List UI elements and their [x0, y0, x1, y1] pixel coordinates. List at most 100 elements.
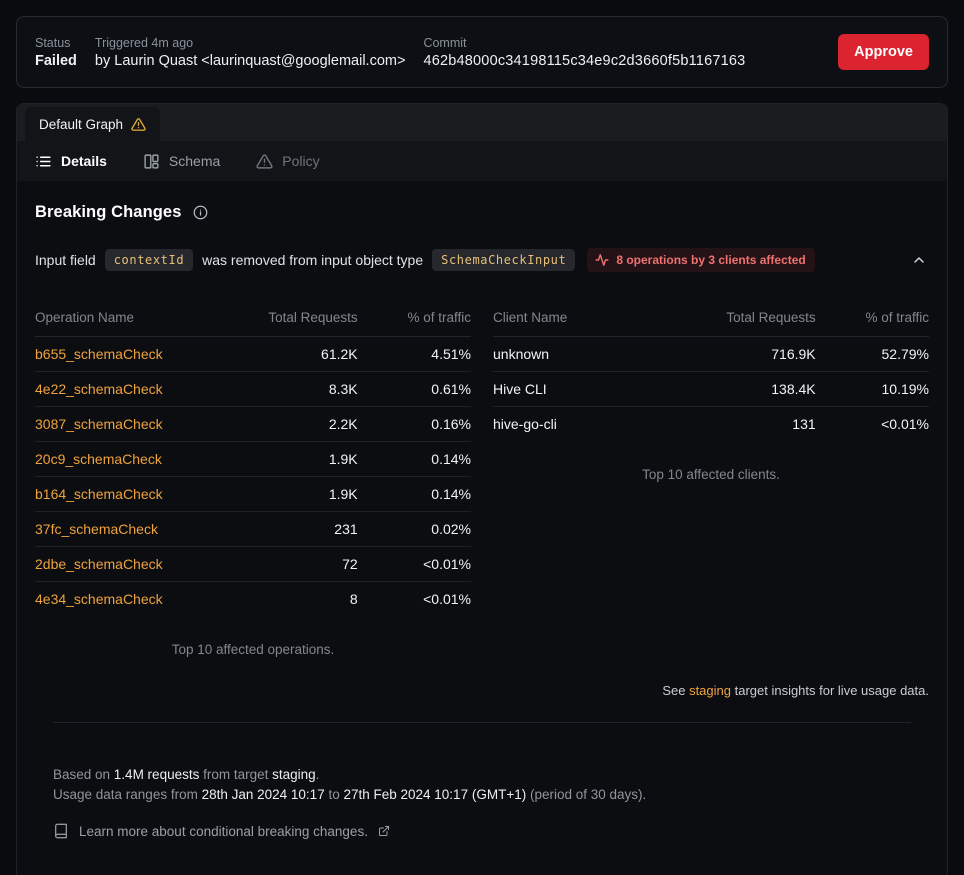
- commit-hash: 462b48000c34198115c34e9c2d3660f5b1167163: [423, 52, 746, 69]
- operation-requests: 8: [349, 591, 358, 607]
- change-field-code: contextId: [104, 249, 194, 271]
- change-text-prefix: Input field: [35, 252, 96, 268]
- col-total-requests: Total Requests: [726, 310, 816, 325]
- details-content: Breaking Changes Input field contextId w…: [17, 181, 947, 839]
- operation-requests: 2.2K: [328, 416, 358, 432]
- triggered-label: Triggered 4m ago: [94, 35, 194, 50]
- list-icon: [35, 153, 52, 170]
- client-name: unknown: [493, 346, 550, 362]
- book-icon: [53, 823, 69, 839]
- breaking-changes-title: Breaking Changes: [35, 203, 182, 221]
- info-circle-icon[interactable]: [193, 205, 208, 220]
- section-title-row: Breaking Changes: [35, 203, 929, 222]
- operation-link[interactable]: b655_schemaCheck: [35, 346, 163, 362]
- range-suffix: (period of 30 days).: [526, 787, 647, 802]
- check-subtabs: Details Schema Policy: [17, 141, 947, 181]
- operation-link[interactable]: 37fc_schemaCheck: [35, 521, 158, 537]
- footer-divider: [53, 722, 911, 723]
- approve-button[interactable]: Approve: [838, 34, 929, 70]
- operation-link[interactable]: 3087_schemaCheck: [35, 416, 163, 432]
- client-row: hive-go-cli 131 <0.01%: [493, 406, 929, 442]
- operation-link[interactable]: b164_schemaCheck: [35, 486, 163, 502]
- operation-traffic: <0.01%: [423, 556, 471, 572]
- range-to: to: [324, 787, 344, 802]
- graph-tab-strip: Default Graph: [17, 104, 947, 141]
- tab-details-label: Details: [61, 153, 107, 169]
- based-on-line: Based on 1.4M requests from target stagi…: [53, 765, 911, 785]
- operation-traffic: 0.14%: [431, 486, 471, 502]
- insights-prefix: See: [662, 683, 690, 698]
- client-requests: 716.9K: [771, 346, 816, 362]
- operation-link[interactable]: 2dbe_schemaCheck: [35, 556, 163, 572]
- check-header-card: Status Failed Triggered 4m ago by Laurin…: [16, 16, 948, 88]
- operation-requests: 61.2K: [321, 346, 358, 362]
- based-middle: from target: [199, 767, 273, 782]
- triggered-group: Triggered 4m ago by Laurin Quast <laurin…: [95, 36, 406, 69]
- commit-label: Commit: [423, 35, 467, 50]
- client-name: hive-go-cli: [493, 416, 557, 432]
- graph-tab-label: Default Graph: [39, 116, 124, 132]
- external-link-icon: [378, 825, 390, 837]
- operation-row: 4e22_schemaCheck 8.3K 0.61%: [35, 371, 471, 407]
- change-text-middle: was removed from input object type: [202, 252, 424, 268]
- operation-row: b655_schemaCheck 61.2K 4.51%: [35, 337, 471, 372]
- based-suffix: .: [315, 767, 320, 782]
- operations-caption: Top 10 affected operations.: [171, 642, 335, 657]
- policy-warning-icon: [256, 153, 273, 170]
- operation-row: 20c9_schemaCheck 1.9K 0.14%: [35, 441, 471, 477]
- based-prefix: Based on: [53, 767, 114, 782]
- change-type-code: SchemaCheckInput: [432, 249, 576, 271]
- requests-count: 1.4M requests: [113, 767, 200, 782]
- operation-row: 4e34_schemaCheck 8 <0.01%: [35, 581, 471, 617]
- operation-row: 2dbe_schemaCheck 72 <0.01%: [35, 546, 471, 582]
- pulse-icon: [595, 253, 609, 267]
- usage-tables: Operation Name Total Requests % of traff…: [35, 302, 929, 657]
- client-requests: 138.4K: [771, 381, 816, 397]
- target-name: staging: [272, 767, 316, 782]
- affected-badge-label: 8 operations by 3 clients affected: [616, 253, 806, 267]
- warning-triangle-icon: [131, 117, 146, 132]
- client-traffic: <0.01%: [881, 416, 929, 432]
- tab-details[interactable]: Details: [35, 153, 107, 170]
- operation-requests: 8.3K: [328, 381, 358, 397]
- range-start: 28th Jan 2024 10:17: [201, 787, 325, 802]
- operation-row: 37fc_schemaCheck 231 0.02%: [35, 511, 471, 547]
- tab-default-graph[interactable]: Default Graph: [25, 107, 161, 141]
- tab-schema-label: Schema: [168, 153, 221, 169]
- col-operation-name: Operation Name: [35, 310, 135, 325]
- date-range-line: Usage data ranges from 28th Jan 2024 10:…: [53, 785, 911, 805]
- triggered-author: by Laurin Quast <laurinquast@googlemail.…: [94, 52, 406, 69]
- client-requests: 131: [792, 416, 816, 432]
- operation-requests: 1.9K: [328, 486, 358, 502]
- client-traffic: 52.79%: [881, 346, 929, 362]
- operation-link[interactable]: 20c9_schemaCheck: [35, 451, 162, 467]
- col-total-requests: Total Requests: [268, 310, 358, 325]
- range-end: 27th Feb 2024 10:17 (GMT+1): [343, 787, 527, 802]
- operation-traffic: <0.01%: [423, 591, 471, 607]
- breaking-change-row[interactable]: Input field contextId was removed from i…: [35, 248, 929, 272]
- learn-more-label: Learn more about conditional breaking ch…: [79, 823, 368, 839]
- chevron-up-icon[interactable]: [909, 250, 929, 270]
- clients-table: Client Name Total Requests % of traffic …: [493, 302, 929, 441]
- clients-caption: Top 10 affected clients.: [642, 467, 780, 482]
- insights-note: See staging target insights for live usa…: [35, 683, 929, 698]
- clients-column: Client Name Total Requests % of traffic …: [493, 302, 929, 482]
- operation-traffic: 0.02%: [431, 521, 471, 537]
- operation-requests: 72: [342, 556, 358, 572]
- tab-schema[interactable]: Schema: [143, 153, 220, 170]
- tab-policy[interactable]: Policy: [256, 153, 320, 170]
- insights-suffix: target insights for live usage data.: [730, 683, 929, 698]
- status-label: Status: [35, 35, 71, 50]
- learn-more-link[interactable]: Learn more about conditional breaking ch…: [53, 823, 911, 839]
- operation-requests: 1.9K: [328, 451, 358, 467]
- operation-link[interactable]: 4e34_schemaCheck: [35, 591, 163, 607]
- staging-target-link[interactable]: staging: [689, 683, 731, 698]
- check-panel: Default Graph Details Schema Policy: [16, 103, 948, 875]
- operations-column: Operation Name Total Requests % of traff…: [35, 302, 471, 657]
- operation-requests: 231: [334, 521, 358, 537]
- commit-group: Commit 462b48000c34198115c34e9c2d3660f5b…: [423, 36, 745, 69]
- col-client-name: Client Name: [493, 310, 568, 325]
- status-value: Failed: [35, 52, 77, 69]
- schema-check-page: { "header": { "status_label": "Status", …: [0, 16, 964, 875]
- operation-link[interactable]: 4e22_schemaCheck: [35, 381, 163, 397]
